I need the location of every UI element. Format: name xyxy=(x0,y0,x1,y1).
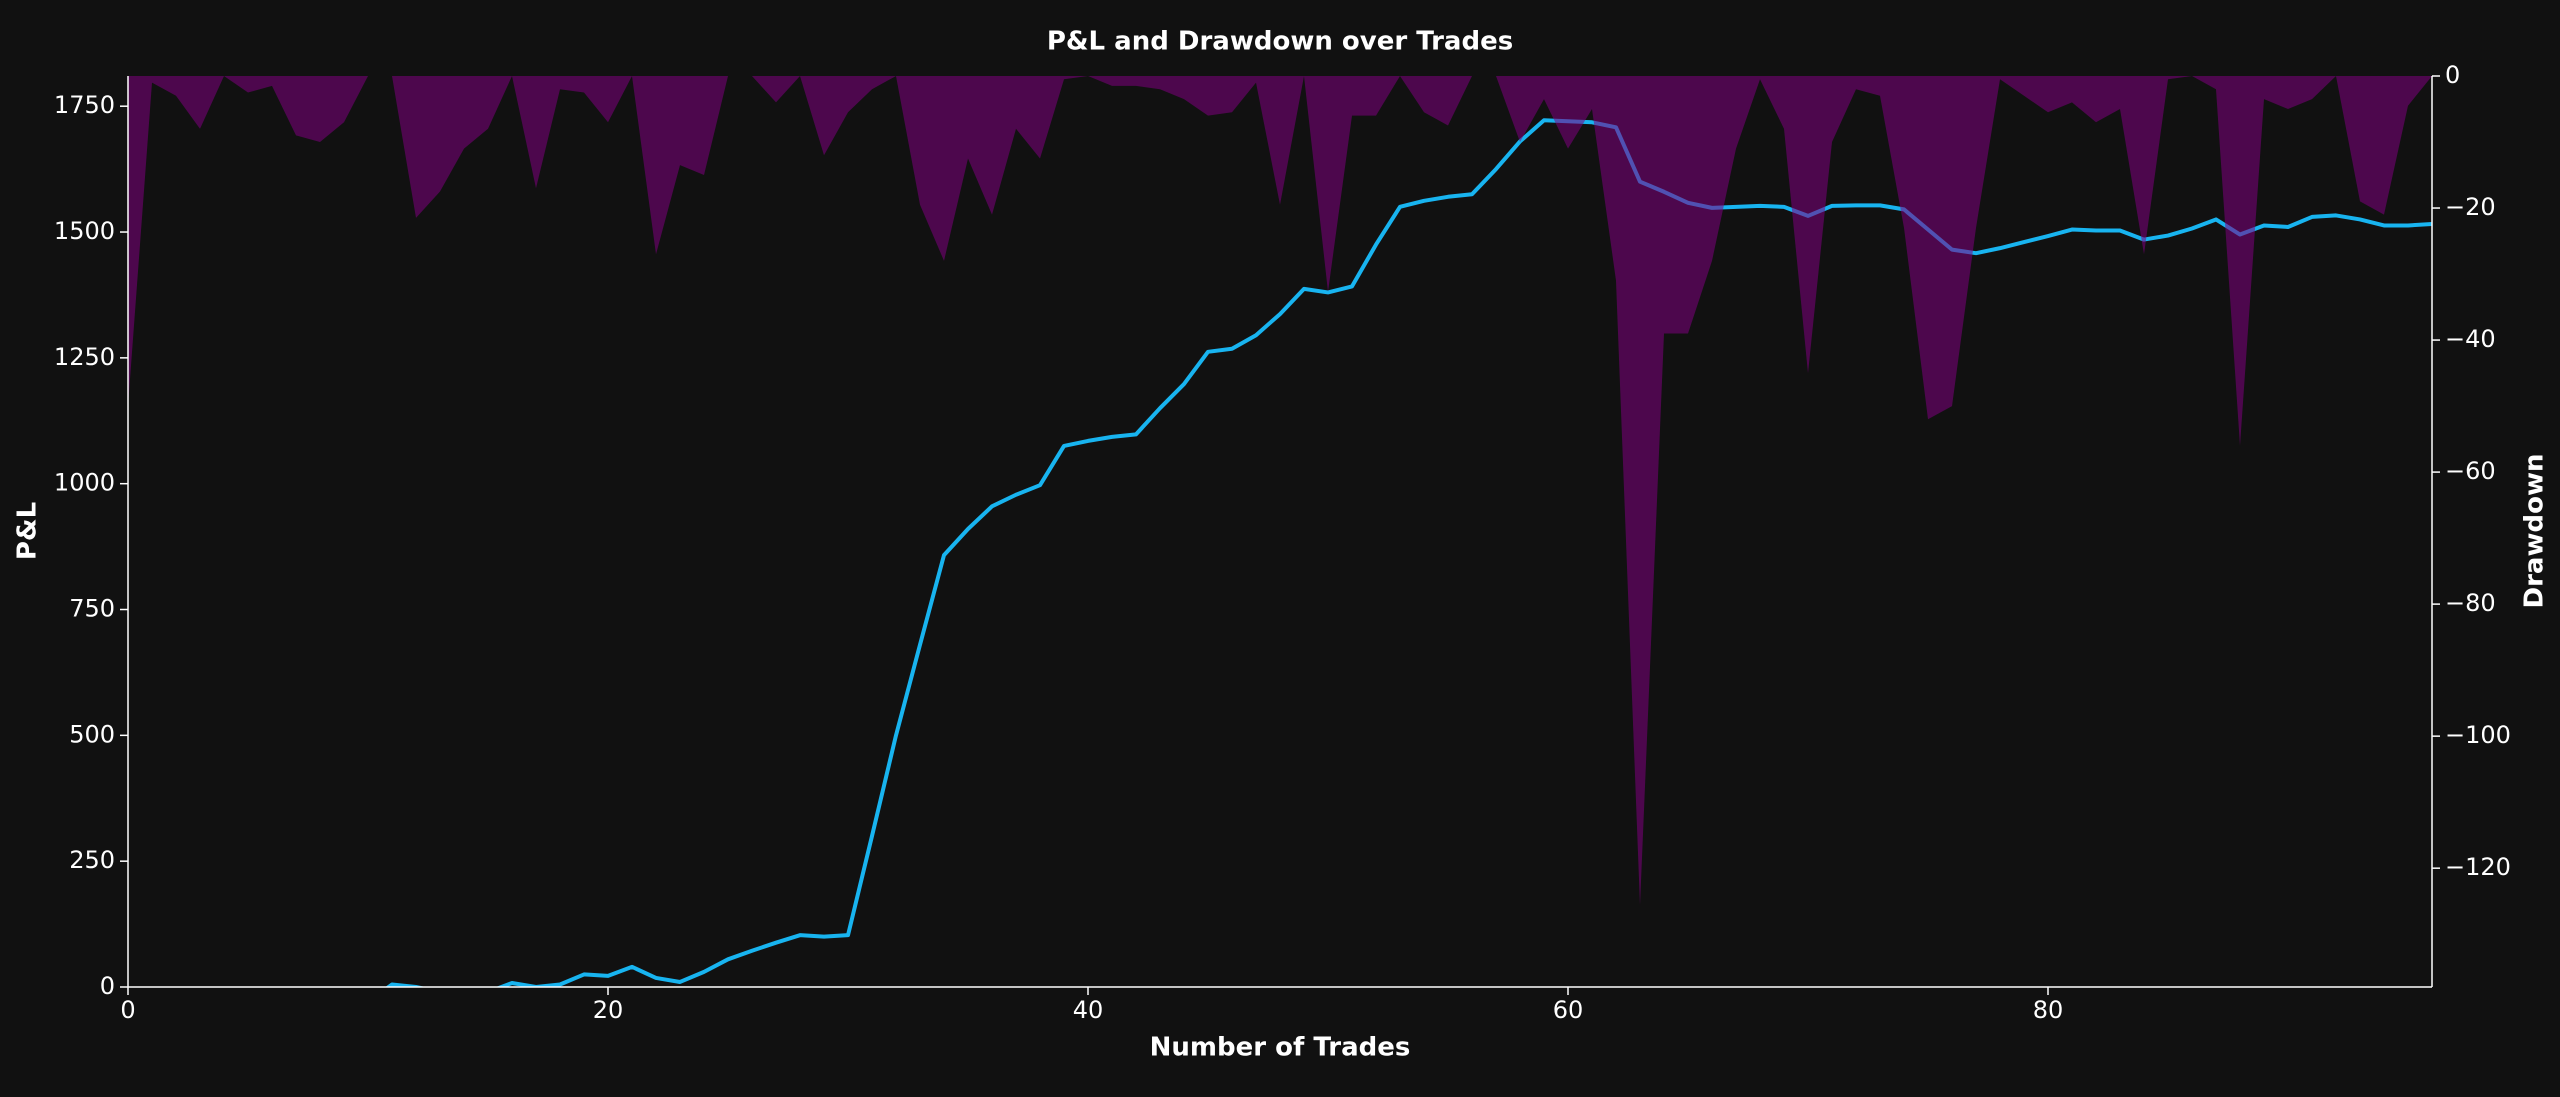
y2-tick-label: 0 xyxy=(2445,61,2460,89)
x-tick-label: 0 xyxy=(120,996,135,1024)
y2-tick-label: −100 xyxy=(2445,721,2511,749)
chart-title: P&L and Drawdown over Trades xyxy=(1047,27,1513,57)
y-tick-label: 750 xyxy=(69,595,115,623)
y2-tick-label: −20 xyxy=(2445,193,2496,221)
y-tick-label: 1250 xyxy=(54,343,115,371)
y-tick-label: 1750 xyxy=(54,91,115,119)
y-tick-label: 500 xyxy=(69,720,115,748)
x-tick-label: 80 xyxy=(2033,996,2064,1024)
plot-area xyxy=(128,76,2432,987)
pnl-line xyxy=(385,118,2432,987)
y-tick-label: 1000 xyxy=(54,469,115,497)
x-tick-label: 20 xyxy=(593,996,624,1024)
y2-tick-label: −40 xyxy=(2445,325,2496,353)
x-tick-label: 40 xyxy=(1073,996,1104,1024)
y2-tick-label: −120 xyxy=(2445,853,2511,881)
x-tick-label: 60 xyxy=(1553,996,1584,1024)
y-tick-label: 0 xyxy=(100,972,115,1000)
y-tick-label: 1500 xyxy=(54,217,115,245)
y2-tick-label: −80 xyxy=(2445,589,2496,617)
y2-axis-label: Drawdown xyxy=(2520,454,2550,609)
y-axis-label: P&L xyxy=(13,502,43,560)
y2-tick-label: −60 xyxy=(2445,457,2496,485)
x-axis-label: Number of Trades xyxy=(1150,1033,1411,1063)
y-tick-label: 250 xyxy=(69,846,115,874)
